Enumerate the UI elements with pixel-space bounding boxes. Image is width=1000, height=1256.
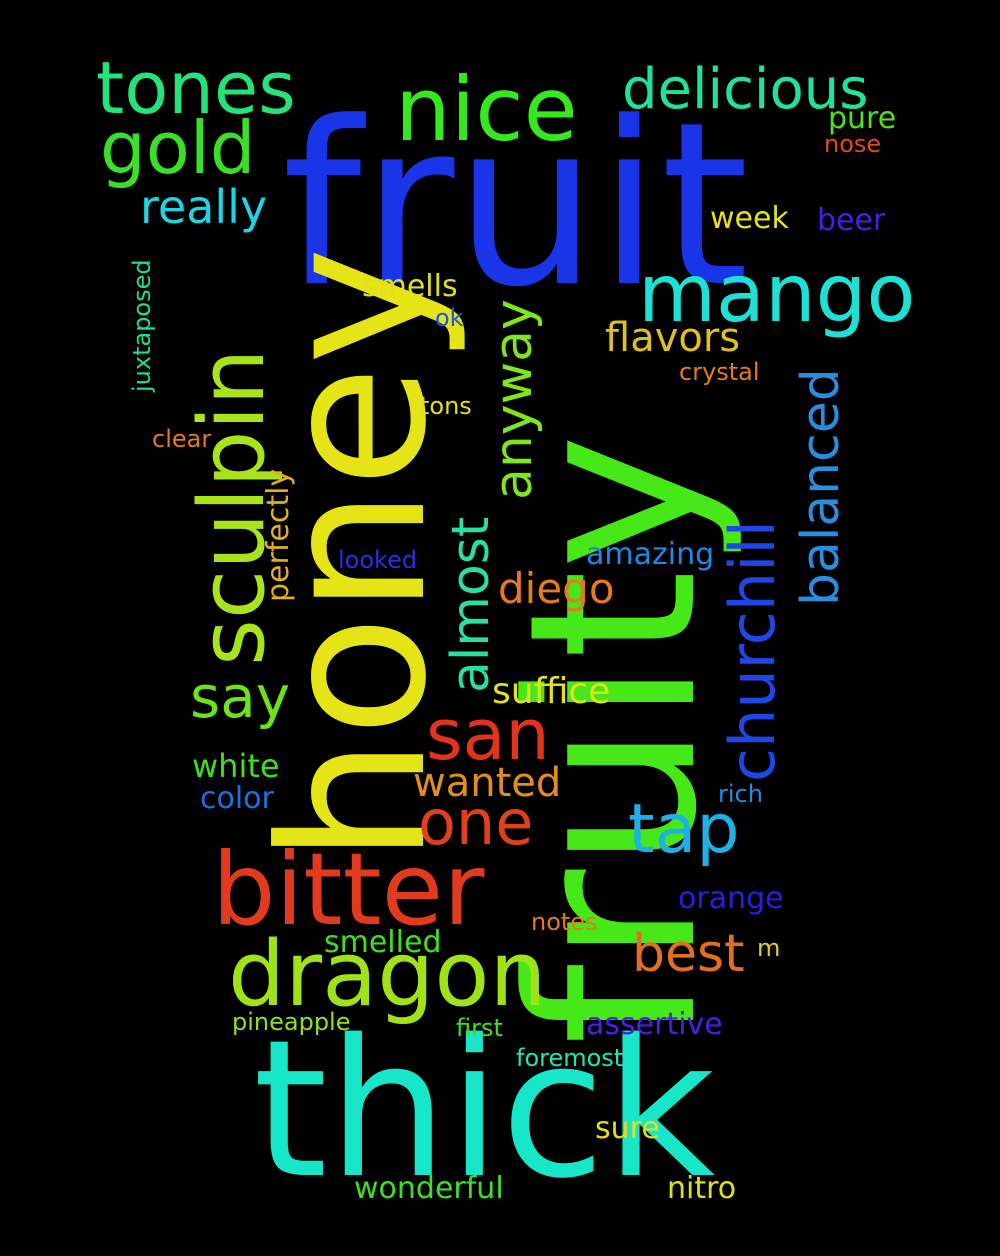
word-one: one [418,786,534,859]
word-amazing: amazing [586,537,715,572]
word-best: best [632,924,745,984]
word-bitter: bitter [212,831,485,948]
word-week: week [710,201,789,236]
word-balanced: balanced [791,368,851,606]
word-looked: looked [338,546,418,574]
word-pineapple: pineapple [232,1008,351,1036]
word-rich: rich [718,780,763,808]
word-ok: ok [435,304,464,332]
word-tones: tones [96,46,296,130]
word-m: m [757,934,781,962]
word-really: really [140,180,268,234]
word-crystal: crystal [679,358,760,386]
word-sure: sure [595,1111,660,1146]
word-say: say [190,663,291,731]
word-nice: nice [395,58,578,161]
word-tap: tap [628,790,740,869]
word-wonderful: wonderful [354,1171,504,1206]
word-san: san [426,694,550,776]
word-assertive: assertive [586,1007,723,1042]
word-suffice: suffice [492,671,611,712]
word-nitro: nitro [667,1171,737,1206]
word-clear: clear [152,425,212,453]
word-diego: diego [498,564,615,613]
word-wanted: wanted [413,760,562,806]
word-color: color [200,781,274,816]
word-perfectly: perfectly [261,468,296,602]
word-orange: orange [678,881,784,916]
word-pure: pure [828,101,897,136]
word-gold: gold [100,106,256,190]
word-white: white [192,747,280,785]
word-tons: tons [420,392,472,420]
word-thick: thick [253,999,716,1220]
word-notes: notes [531,908,598,936]
word-smells: smells [362,269,458,304]
word-first: first [456,1014,503,1042]
word-dragon: dragon [228,922,547,1027]
word-almost: almost [441,516,501,693]
word-foremost: foremost [516,1044,624,1072]
word-smelled: smelled [324,925,442,960]
word-fruit: fruit [282,74,750,337]
word-juxtaposed: juxtaposed [128,259,156,392]
word-flavors: flavors [605,315,741,361]
word-nose: nose [824,130,882,158]
word-delicious: delicious [622,57,869,122]
word-anyway: anyway [484,299,544,500]
word-mango: mango [638,247,916,340]
word-churchill: churchill [716,520,789,782]
word-beer: beer [817,203,886,238]
